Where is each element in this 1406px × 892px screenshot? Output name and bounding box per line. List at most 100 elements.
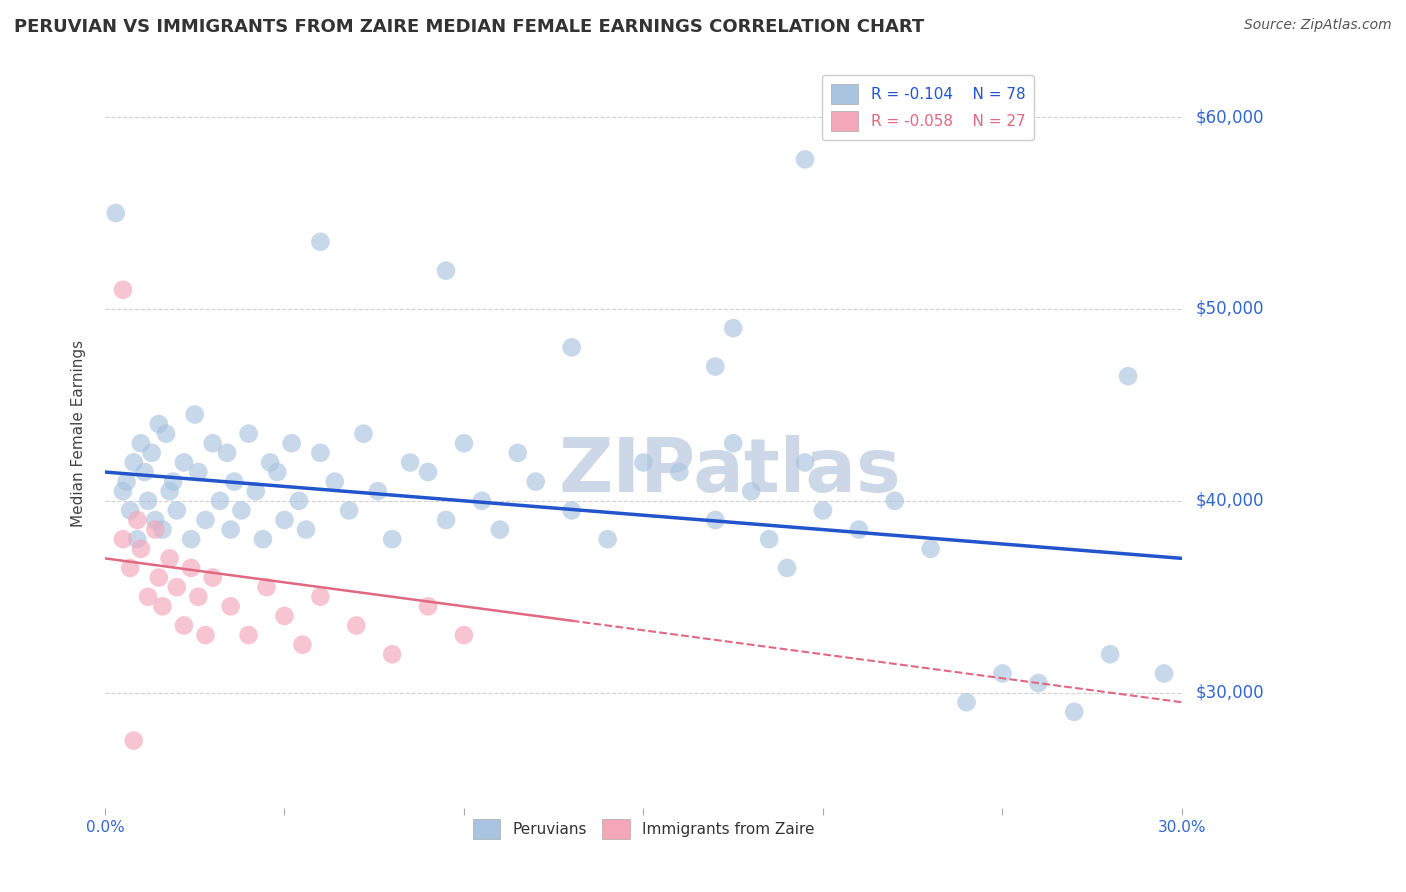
Point [120, 503, 142, 517]
Point [238, 628, 260, 642]
Point [143, 513, 166, 527]
Point [704, 513, 727, 527]
Point [122, 733, 145, 747]
Point [252, 532, 274, 546]
Text: $40,000: $40,000 [1197, 491, 1264, 510]
Point [471, 493, 494, 508]
Point [1099, 648, 1122, 662]
Point [288, 493, 311, 508]
Point [208, 493, 231, 508]
Point [1153, 666, 1175, 681]
Point [920, 541, 942, 556]
Point [201, 570, 224, 584]
Point [416, 465, 439, 479]
Point [231, 503, 253, 517]
Point [453, 628, 475, 642]
Point [524, 475, 547, 489]
Point [280, 436, 302, 450]
Point [367, 484, 389, 499]
Point [811, 503, 834, 517]
Point [159, 551, 181, 566]
Point [184, 408, 207, 422]
Point [273, 513, 295, 527]
Point [337, 503, 360, 517]
Point [633, 455, 655, 469]
Point [883, 493, 905, 508]
Point [668, 465, 690, 479]
Point [381, 532, 404, 546]
Point [201, 436, 224, 450]
Point [295, 523, 318, 537]
Point [309, 590, 332, 604]
Point [148, 570, 170, 584]
Point [215, 446, 238, 460]
Point [180, 532, 202, 546]
Point [152, 523, 174, 537]
Point [166, 503, 188, 517]
Point [416, 599, 439, 614]
Point [187, 590, 209, 604]
Text: PERUVIAN VS IMMIGRANTS FROM ZAIRE MEDIAN FEMALE EARNINGS CORRELATION CHART: PERUVIAN VS IMMIGRANTS FROM ZAIRE MEDIAN… [14, 18, 924, 36]
Point [173, 455, 195, 469]
Point [955, 695, 977, 709]
Point [143, 523, 166, 537]
Point [266, 465, 288, 479]
Point [381, 648, 404, 662]
Point [259, 455, 281, 469]
Point [721, 436, 744, 450]
Point [434, 513, 457, 527]
Text: Source: ZipAtlas.com: Source: ZipAtlas.com [1244, 18, 1392, 32]
Legend: Peruvians, Immigrants from Zaire: Peruvians, Immigrants from Zaire [467, 814, 821, 845]
Point [561, 340, 583, 354]
Point [740, 484, 762, 499]
Point [309, 446, 332, 460]
Point [399, 455, 422, 469]
Point [758, 532, 780, 546]
Point [489, 523, 512, 537]
Point [127, 532, 149, 546]
Point [155, 426, 177, 441]
Point [111, 532, 134, 546]
Text: $60,000: $60,000 [1197, 108, 1264, 126]
Point [127, 513, 149, 527]
Y-axis label: Median Female Earnings: Median Female Earnings [72, 340, 86, 527]
Point [344, 618, 367, 632]
Point [129, 436, 152, 450]
Text: $30,000: $30,000 [1197, 683, 1264, 702]
Point [991, 666, 1014, 681]
Point [794, 153, 817, 167]
Point [434, 263, 457, 277]
Point [129, 541, 152, 556]
Text: $50,000: $50,000 [1197, 300, 1264, 318]
Point [166, 580, 188, 594]
Point [134, 465, 156, 479]
Point [561, 503, 583, 517]
Point [120, 561, 142, 575]
Point [506, 446, 529, 460]
Point [1063, 705, 1085, 719]
Point [353, 426, 375, 441]
Point [273, 608, 295, 623]
Point [323, 475, 346, 489]
Point [219, 599, 242, 614]
Point [721, 321, 744, 335]
Point [111, 484, 134, 499]
Point [159, 484, 181, 499]
Point [224, 475, 246, 489]
Point [219, 523, 242, 537]
Point [136, 493, 159, 508]
Point [111, 283, 134, 297]
Text: ZIPatlas: ZIPatlas [558, 434, 901, 508]
Point [162, 475, 184, 489]
Point [794, 455, 817, 469]
Point [1028, 676, 1050, 690]
Point [141, 446, 163, 460]
Point [848, 523, 870, 537]
Point [104, 206, 127, 220]
Point [148, 417, 170, 431]
Point [180, 561, 202, 575]
Point [256, 580, 278, 594]
Point [596, 532, 619, 546]
Point [122, 455, 145, 469]
Point [194, 513, 217, 527]
